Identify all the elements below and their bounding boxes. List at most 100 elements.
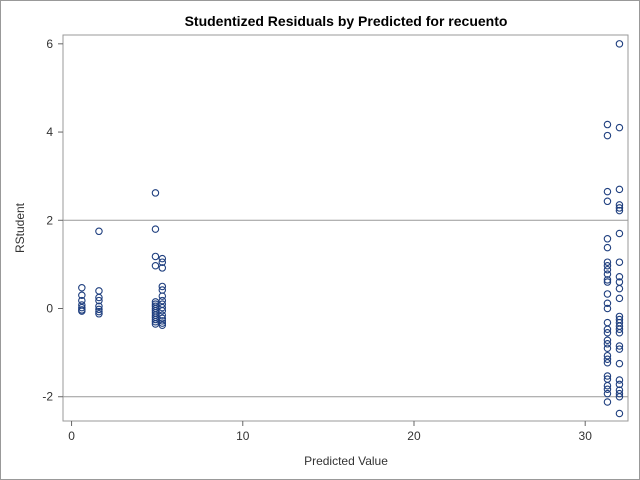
data-point [95,302,103,311]
data-point [78,284,86,292]
data-point [603,235,612,243]
data-point [603,290,612,298]
data-point [158,306,167,315]
data-point [95,310,103,318]
data-point [78,296,86,305]
data-point [615,409,624,418]
x-axis: 0 10 20 30 [68,421,592,443]
data-point [603,278,612,286]
data-point [78,303,86,312]
data-point [158,317,167,325]
data-point [158,254,167,263]
data-point [158,296,167,305]
data-point [158,321,167,330]
data-point [615,201,624,209]
data-point [615,229,624,238]
data-point [615,185,624,194]
data-point [603,389,612,398]
data-point [615,329,624,337]
data-point [615,40,624,48]
data-point [603,336,612,345]
data-point [603,381,612,390]
y-axis-label: RStudent [13,202,27,253]
data-point [151,315,160,324]
data-point [615,392,624,401]
data-point [603,344,612,352]
data-point [603,265,612,274]
data-point [615,294,624,303]
data-point [603,243,612,252]
data-point [615,376,624,384]
data-point [603,270,612,278]
data-point [95,307,103,316]
data-point [603,398,612,406]
data-point [603,329,612,337]
data-point [603,299,612,307]
data-point [158,282,167,291]
y-tick-label: 4 [46,125,53,139]
reference-lines [63,219,628,398]
data-point [158,303,167,312]
data-point [95,305,103,314]
x-tick-label: 30 [579,429,593,443]
data-point [158,264,167,272]
data-point [158,314,167,322]
x-tick-label: 0 [68,429,75,443]
data-point [615,123,624,132]
data-point [151,252,160,261]
data-point [603,131,612,140]
data-point [603,372,612,380]
data-point [603,351,612,360]
data-point [603,385,612,393]
data-point [151,320,160,328]
x-tick-label: 10 [236,429,250,443]
y-tick-label: -2 [42,390,53,404]
plot-area [62,34,629,422]
data-point [603,359,612,367]
x-tick-label: 20 [407,429,421,443]
data-point [78,291,86,300]
data-point [158,319,167,327]
data-point [615,359,624,368]
data-point [603,355,612,363]
data-point [615,206,624,215]
data-point [603,340,612,348]
data-point [615,284,624,293]
data-point [151,225,160,233]
data-point [95,296,103,305]
data-point [603,261,612,270]
y-tick-label: 0 [46,302,53,316]
x-axis-label: Predicted Value [304,454,388,468]
chart-title: Studentized Residuals by Predicted for r… [185,13,508,29]
data-point [603,276,612,284]
data-point [615,380,624,389]
data-point [615,204,624,212]
data-point [158,292,167,300]
data-point [603,258,612,266]
data-point [603,304,612,313]
data-point [615,345,624,353]
data-points [78,40,624,418]
data-point [95,227,103,236]
data-point [615,325,624,333]
data-point [615,342,624,350]
data-point [603,187,612,196]
data-point [615,389,624,398]
data-point [95,293,103,302]
data-point [158,311,167,319]
data-point [603,120,612,129]
data-point [151,189,160,197]
y-tick-label: 6 [46,37,53,51]
data-point [603,325,612,333]
y-tick-label: 2 [46,213,53,227]
data-point [615,272,624,281]
data-point [615,258,624,266]
y-axis: -2 0 2 4 6 [42,37,63,404]
data-point [158,258,167,266]
data-point [151,261,160,270]
data-point [603,197,612,206]
data-point [78,307,86,315]
data-point [151,317,160,326]
